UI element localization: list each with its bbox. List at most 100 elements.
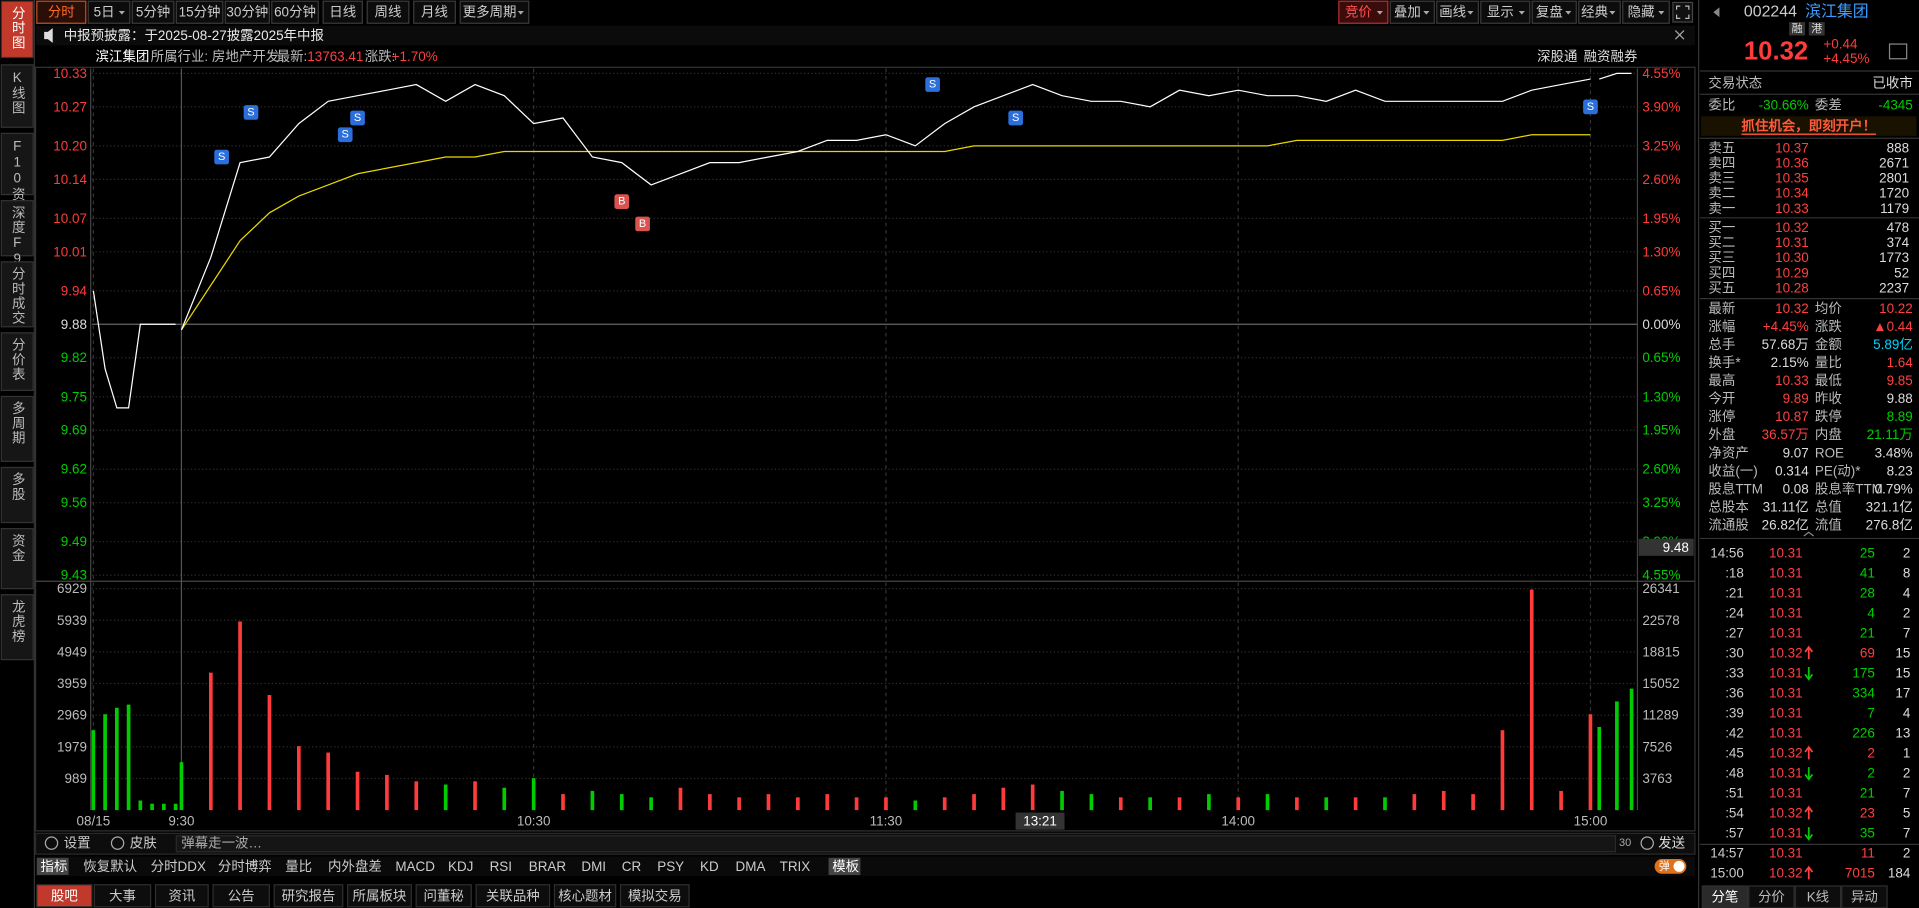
sidebar-tab[interactable] bbox=[0, 200, 34, 257]
send-button[interactable]: 发送 bbox=[1658, 836, 1685, 851]
panel-tab[interactable] bbox=[1701, 885, 1749, 908]
tool-button-label[interactable]: 画线 bbox=[1439, 5, 1466, 20]
nav-tab[interactable] bbox=[93, 884, 152, 908]
tool-button[interactable] bbox=[1578, 0, 1621, 24]
send-icon[interactable] bbox=[1640, 836, 1654, 850]
close-icon[interactable] bbox=[1674, 30, 1685, 40]
sidebar-tab-label[interactable]: 分时成交 bbox=[10, 267, 26, 326]
sidebar-tab[interactable] bbox=[0, 594, 34, 661]
indicator-tab[interactable]: 分时DDX bbox=[151, 859, 206, 874]
link-button[interactable]: 融资融券 bbox=[1584, 49, 1638, 64]
period-tab[interactable] bbox=[271, 0, 319, 24]
period-tab[interactable] bbox=[366, 0, 410, 24]
sidebar-tab-label[interactable]: 多股 bbox=[10, 471, 26, 502]
indicator-tab[interactable]: 模板 bbox=[832, 859, 859, 874]
indicator-tab-bg[interactable] bbox=[36, 857, 69, 875]
settings-icon[interactable] bbox=[44, 836, 59, 850]
indicator-tab[interactable]: 指标 bbox=[40, 859, 67, 874]
panel-tab[interactable] bbox=[1794, 885, 1842, 908]
link-button[interactable]: 深股通 bbox=[1537, 49, 1578, 64]
period-tab-label[interactable]: 日线 bbox=[329, 5, 356, 20]
nav-tab[interactable] bbox=[553, 884, 617, 908]
period-tab[interactable] bbox=[224, 0, 270, 24]
period-tab-label[interactable]: 更多周期 bbox=[463, 4, 517, 20]
nav-tab[interactable] bbox=[475, 884, 551, 908]
period-tab-label[interactable]: 周线 bbox=[375, 5, 402, 20]
period-tab[interactable] bbox=[175, 0, 224, 24]
settings-button[interactable]: 设置 bbox=[64, 836, 91, 851]
indicator-tab[interactable]: 内外盘差 bbox=[328, 858, 382, 874]
sidebar-tab[interactable] bbox=[0, 261, 34, 328]
nav-tab-label[interactable]: 股吧 bbox=[51, 888, 78, 903]
sidebar-tab[interactable] bbox=[0, 64, 34, 128]
sidebar-tab-label[interactable]: K线图 bbox=[10, 70, 26, 116]
tool-button[interactable] bbox=[1389, 0, 1435, 24]
indicator-tab[interactable]: KD bbox=[700, 859, 719, 874]
period-tab[interactable] bbox=[459, 0, 530, 24]
panel-tab[interactable] bbox=[1841, 885, 1888, 908]
skin-icon[interactable] bbox=[110, 836, 125, 850]
tool-button[interactable] bbox=[1480, 0, 1531, 24]
minimize-button[interactable] bbox=[1888, 43, 1908, 60]
collapse-arrow[interactable] bbox=[1713, 7, 1720, 18]
nav-tab[interactable] bbox=[273, 884, 344, 908]
nav-tab-label[interactable]: 大事 bbox=[109, 888, 136, 903]
indicator-tab[interactable]: 量比 bbox=[285, 859, 312, 874]
promo-text[interactable]: 抓住机会，即刻开户！ bbox=[1741, 118, 1876, 134]
sidebar-tab[interactable] bbox=[0, 466, 34, 524]
period-tab[interactable] bbox=[87, 0, 131, 24]
tool-button-label[interactable]: 显示 bbox=[1487, 5, 1514, 20]
indicator-tab[interactable]: RSI bbox=[490, 859, 512, 874]
tool-button-label[interactable]: 复盘 bbox=[1536, 4, 1563, 20]
nav-tab[interactable] bbox=[212, 884, 270, 908]
indicator-tab[interactable]: CR bbox=[622, 859, 642, 874]
tool-button-label[interactable]: 经典 bbox=[1581, 5, 1608, 20]
tool-button[interactable] bbox=[1622, 0, 1670, 24]
tool-button[interactable] bbox=[1436, 0, 1479, 24]
period-tab-label[interactable]: 月线 bbox=[421, 5, 448, 20]
sidebar-tab-label[interactable]: 龙虎榜 bbox=[10, 599, 26, 643]
sidebar-tab-label[interactable]: F10资料 bbox=[10, 138, 26, 216]
skin-button[interactable]: 皮肤 bbox=[130, 836, 157, 851]
sidebar-tab-label[interactable]: 分时图 bbox=[10, 6, 26, 50]
sidebar-tab[interactable] bbox=[0, 395, 34, 462]
panel-tab[interactable] bbox=[1748, 885, 1795, 908]
nav-tab-label[interactable]: 所属板块 bbox=[353, 888, 407, 903]
period-tab-label[interactable]: 30分钟 bbox=[226, 4, 268, 20]
tool-button-label[interactable]: 叠加 bbox=[1394, 5, 1421, 20]
period-tab[interactable] bbox=[413, 0, 456, 24]
period-tab-label[interactable]: 15分钟 bbox=[179, 4, 221, 20]
sidebar-tab[interactable] bbox=[0, 332, 34, 391]
indicator-tab[interactable]: KDJ bbox=[448, 859, 473, 874]
indicator-tab[interactable]: DMA bbox=[736, 859, 766, 874]
nav-tab-label[interactable]: 问董秘 bbox=[424, 888, 464, 903]
tool-button-label[interactable]: 隐藏 bbox=[1628, 5, 1655, 20]
nav-tab[interactable] bbox=[36, 884, 93, 908]
period-tab[interactable] bbox=[36, 0, 87, 24]
nav-tab-label[interactable]: 研究报告 bbox=[282, 888, 336, 903]
indicator-tab[interactable]: 恢复默认 bbox=[83, 858, 137, 874]
indicator-tab[interactable]: DMI bbox=[581, 859, 606, 874]
indicator-tab[interactable]: PSY bbox=[657, 859, 684, 874]
indicator-tab[interactable]: 分时博弈 bbox=[218, 858, 272, 874]
window-button[interactable] bbox=[1672, 1, 1694, 23]
indicator-tab[interactable]: MACD bbox=[395, 859, 435, 874]
period-tab-label[interactable]: 5日 bbox=[94, 5, 115, 20]
panel-tab-label[interactable]: 异动 bbox=[1851, 889, 1878, 904]
indicator-tab-bg[interactable] bbox=[828, 857, 861, 875]
nav-tab-label[interactable]: 核心题材 bbox=[558, 888, 612, 903]
tool-button-label[interactable]: 竞价 bbox=[1345, 4, 1372, 20]
sidebar-tab[interactable] bbox=[0, 132, 34, 196]
nav-tab[interactable] bbox=[415, 884, 472, 908]
panel-tab-label[interactable]: K线 bbox=[1807, 889, 1829, 904]
indicator-tab[interactable]: TRIX bbox=[780, 859, 811, 874]
sidebar-tab-label[interactable]: 深度F9 bbox=[10, 205, 26, 267]
danmu-input[interactable] bbox=[175, 835, 1617, 853]
nav-tab[interactable] bbox=[619, 884, 690, 908]
nav-tab[interactable] bbox=[347, 884, 412, 908]
period-tab[interactable] bbox=[322, 0, 363, 24]
period-tab-label[interactable]: 分时 bbox=[48, 5, 75, 20]
tool-button[interactable] bbox=[1531, 0, 1577, 24]
sidebar-tab-label[interactable]: 资金 bbox=[10, 533, 26, 563]
nav-tab-label[interactable]: 资讯 bbox=[168, 888, 195, 903]
